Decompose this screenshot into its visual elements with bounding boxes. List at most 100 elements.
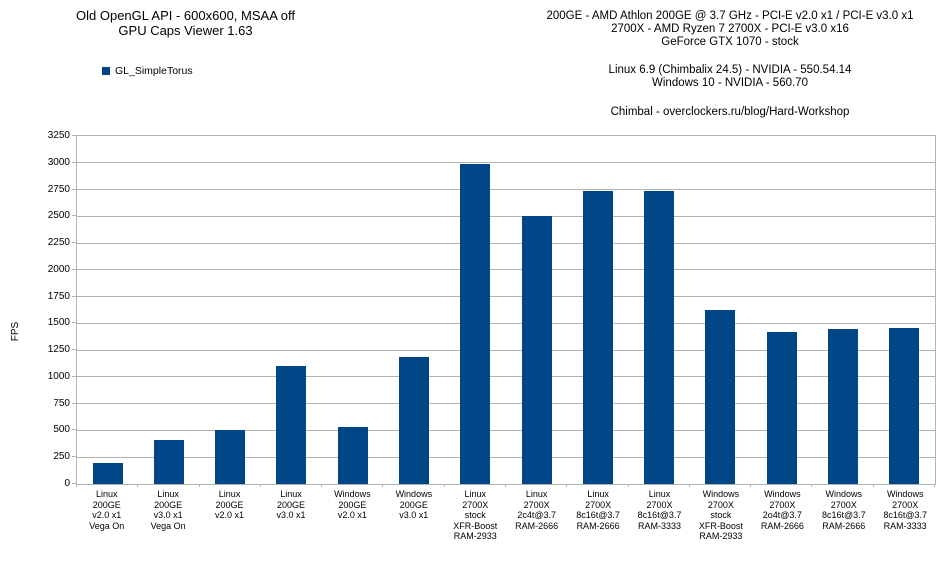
x-label-line: 200GE [338,499,367,510]
system-info-line3: GeForce GTX 1070 - stock [661,36,799,48]
bar-13 [828,329,859,484]
x-label-11: Windows 2700X stock XFR-Boost RAM-2933 [690,489,751,542]
x-axis-labels: Linux 200GE v2.0 x1 Vega On Linux 200GE v3.0 x… [76,489,936,542]
x-tick-mark-9 [627,484,629,487]
x-tick-mark-11 [750,484,752,487]
x-label-line: 8c16t@3.7 [821,510,866,520]
bar-12 [766,331,797,484]
bar-column-1 [77,136,138,484]
x-label-line: Windows [764,489,801,499]
x-label-line: RAM-2666 [822,520,866,531]
x-label-line: v3.0 x1 [276,510,306,520]
x-label-line: 200GE [276,499,305,510]
x-label-line: RAM-3333 [637,520,682,531]
y-tick-mark-1000 [72,375,76,377]
y-tick-mark-2000 [72,268,76,270]
x-label-12: Windows 2700X 2o4t@3.7 RAM-2666 [752,489,813,542]
x-label-line: Vega On [150,520,186,531]
y-tick-label-3250: 3250 [47,130,70,141]
y-tick-label-2500: 2500 [47,210,70,222]
gridline-3000 [77,162,935,164]
x-label-line: v3.0 x1 [399,510,429,520]
x-label-line: RAM-2933 [699,531,743,541]
driver-info-line1: Linux 6.9 (Chimbalix 24.5) - NVIDIA - 55… [608,64,852,76]
x-tick-mark-5 [382,484,384,487]
x-label-10: Linux 2700X 8c16t@3.7 RAM-3333 [629,489,690,542]
x-label-line: 2700X [462,499,489,510]
y-tick-mark-1750 [72,295,76,297]
x-label-line: RAM-2666 [515,520,559,531]
y-tick-label-2000: 2000 [47,263,70,275]
x-label-8: Linux 2700X 2c4t@3.7 RAM-2666 [506,489,567,542]
y-tick-mark-3000 [72,161,76,163]
x-label-4: Linux 200GE v3.0 x1 [260,489,321,542]
x-tick-mark-6 [443,484,445,487]
x-label-13: Windows 2700X 8c16t@3.7 RAM-2666 [813,489,874,542]
driver-info: Linux 6.9 (Chimbalix 24.5) - NVIDIA - 55… [520,64,940,90]
y-tick-mark-250 [72,456,76,458]
y-tick-label-3000: 3000 [47,156,70,168]
x-label-line: 200GE [92,499,121,510]
y-tick-mark-750 [72,402,76,404]
x-label-line: Linux [280,489,302,499]
bar-column-9 [567,136,628,484]
y-tick-label-1750: 1750 [47,290,70,302]
x-label-5: Windows 200GE v2.0 x1 [322,489,383,542]
x-tick-mark-1 [137,484,139,487]
x-label-line: Windows [702,489,740,499]
y-tick-mark-500 [72,429,76,431]
gridline-250 [77,456,935,458]
x-label-line: 200GE [154,499,183,510]
x-tick-mark-14 [934,484,935,487]
y-tick-label-750: 750 [53,397,70,409]
x-label-line: 2o4t@3.7 [762,510,802,520]
x-label-line: Windows [334,489,371,499]
gridline-1000 [77,376,935,378]
y-tick-label-500: 500 [53,424,70,436]
y-tick-mark-1500 [72,322,76,324]
x-label-line: stock [710,510,732,520]
bar-10 [644,190,675,484]
x-tick-mark-3 [259,484,261,487]
x-tick-mark-7 [505,484,506,487]
x-label-line: 2700X [707,499,734,510]
credit-line: Chimbal - overclockers.ru/blog/Hard-Work… [610,106,850,118]
bar-11 [705,310,736,484]
x-label-line: Windows [395,489,433,499]
gridline-2250 [77,242,935,244]
system-info-line2: 2700X - AMD Ryzen 7 2700X - PCI-E v3.0 x… [611,23,849,35]
x-label-line: 2700X [769,499,796,510]
x-tick-mark-0 [76,484,77,487]
chart-title-line1: Old OpenGL API - 600x600, MSAA off [76,8,295,23]
x-label-line: Windows [886,489,924,499]
bar-5 [337,426,368,484]
y-tick-mark-2500 [72,215,76,217]
x-label-line: Windows [825,489,863,499]
y-tick-label-1250: 1250 [47,344,70,356]
bar-1 [92,462,123,484]
legend-label: GL_SimpleTorus [115,65,193,77]
x-tick-mark-4 [321,484,323,487]
legend-swatch-icon [102,67,110,75]
x-label-line: 8c16t@3.7 [637,510,682,520]
x-label-1: Linux 200GE v2.0 x1 Vega On [76,489,137,542]
x-tick-mark-8 [566,484,568,487]
x-label-line: RAM-2666 [760,520,804,531]
x-label-line: 200GE [399,499,428,510]
x-label-line: XFR-Boost [453,520,498,531]
bar-column-10 [629,136,690,484]
x-label-line: Linux [648,489,671,499]
x-label-line: Linux [525,489,548,499]
gridline-500 [77,429,935,431]
y-tick-label-1000: 1000 [47,370,70,382]
y-tick-label-1500: 1500 [47,317,70,329]
y-tick-mark-2750 [72,188,76,190]
bar-column-11 [690,136,751,484]
x-label-7: Linux 2700X stock XFR-Boost RAM-2933 [445,489,506,542]
x-label-line: 2700X [892,499,919,510]
bar-series [77,136,935,484]
x-tick-mark-10 [688,484,690,487]
x-label-line: Linux [95,489,118,499]
x-label-line: RAM-2933 [453,531,497,541]
system-info: 200GE - AMD Athlon 200GE @ 3.7 GHz - PCI… [520,10,940,49]
